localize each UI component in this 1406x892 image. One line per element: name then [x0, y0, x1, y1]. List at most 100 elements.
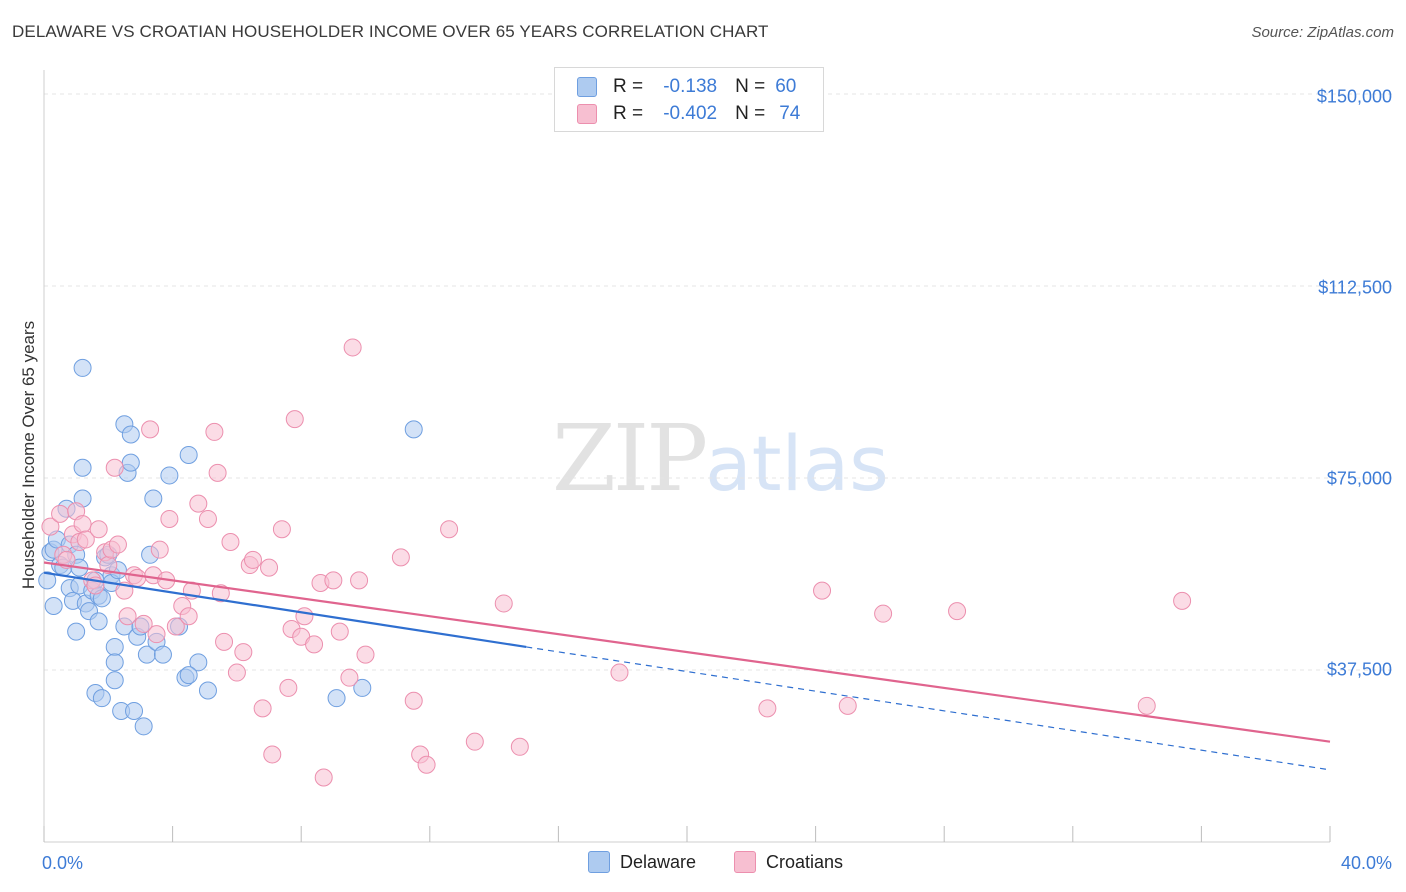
- watermark-atlas: atlas: [705, 419, 889, 508]
- croatians-point: [189, 494, 208, 513]
- croatians-point: [205, 422, 224, 441]
- croatians-point: [295, 607, 314, 626]
- croatians-point: [324, 571, 343, 590]
- croatians-legend-label: Croatians: [766, 851, 844, 872]
- croatians-point: [215, 632, 234, 651]
- croatians-point: [391, 548, 410, 567]
- delaware-n-value: 60: [775, 76, 797, 97]
- bottom-legend-delaware[interactable]: Delaware: [588, 851, 696, 873]
- x-tick-label-max: 40.0%: [1340, 853, 1392, 873]
- y-tick-label-75000: $75,000: [1326, 468, 1392, 489]
- croatians-point: [838, 696, 857, 715]
- croatians-point: [108, 535, 127, 554]
- croatians-point: [198, 509, 217, 528]
- delaware-point: [105, 671, 124, 690]
- croatians-n-value: 74: [779, 103, 801, 124]
- croatians-point: [350, 571, 369, 590]
- croatians-point: [253, 699, 272, 718]
- croatians-swatch: [577, 104, 597, 124]
- delaware-r-label: R =: [613, 76, 644, 97]
- delaware-point: [179, 666, 198, 685]
- delaware-point: [105, 637, 124, 656]
- legend-row-delaware: R = -0.138 N = 60: [577, 74, 796, 100]
- legend-row-croatians: R = -0.402 N = 74: [577, 101, 800, 127]
- delaware-point: [189, 653, 208, 672]
- delaware-point: [105, 653, 124, 672]
- croatians-point: [211, 584, 230, 603]
- croatians-legend-swatch: [734, 851, 756, 873]
- delaware-point: [121, 453, 140, 472]
- croatians-point: [404, 691, 423, 710]
- chart-title: DELAWARE VS CROATIAN HOUSEHOLDER INCOME …: [12, 22, 769, 41]
- croatians-point: [314, 768, 333, 787]
- delaware-point: [144, 489, 163, 508]
- x-tick-label-min: 0.0%: [42, 853, 84, 873]
- croatians-point: [208, 463, 227, 482]
- croatians-n-label: N =: [735, 103, 766, 124]
- y-axis-label: Householder Income Over 65 years: [19, 320, 38, 590]
- delaware-swatch: [577, 77, 597, 97]
- croatians-point: [417, 755, 436, 774]
- delaware-r-value: -0.138: [663, 76, 718, 97]
- delaware-legend-label: Delaware: [620, 851, 697, 872]
- delaware-legend-swatch: [588, 851, 610, 873]
- delaware-point: [38, 571, 57, 590]
- croatians-point: [874, 604, 893, 623]
- croatians-point: [263, 745, 282, 764]
- croatians-point: [147, 625, 166, 644]
- croatians-point: [134, 614, 153, 633]
- croatians-point: [465, 732, 484, 751]
- croatians-point: [141, 420, 160, 439]
- croatians-point: [128, 568, 147, 587]
- croatians-point: [160, 509, 179, 528]
- croatians-point: [1173, 591, 1192, 610]
- delaware-point: [67, 622, 86, 641]
- croatians-point: [1137, 696, 1156, 715]
- croatians-point: [73, 515, 92, 534]
- croatians-point: [340, 668, 359, 687]
- delaware-point: [125, 701, 144, 720]
- croatians-point: [343, 338, 362, 357]
- delaware-point: [73, 358, 92, 377]
- croatians-point: [221, 533, 240, 551]
- delaware-trend-line: [43, 571, 527, 649]
- croatians-point: [227, 663, 246, 682]
- croatians-point: [813, 581, 832, 600]
- croatians-point: [76, 530, 95, 549]
- delaware-point: [327, 689, 346, 708]
- bottom-legend-croatians[interactable]: Croatians: [734, 851, 843, 873]
- source-label: Source: ZipAtlas.com: [1251, 24, 1394, 41]
- delaware-point: [89, 612, 108, 631]
- croatians-point: [41, 517, 60, 536]
- croatians-point: [118, 607, 137, 626]
- watermark: ZIPatlas: [552, 405, 889, 512]
- croatians-point: [51, 504, 70, 523]
- correlation-legend: R = -0.138 N = 60 R = -0.402 N = 74: [554, 67, 824, 132]
- croatians-point: [243, 550, 262, 569]
- croatians-point: [330, 622, 349, 641]
- croatians-point: [260, 558, 279, 577]
- delaware-point: [134, 717, 153, 736]
- croatians-point: [510, 737, 529, 756]
- delaware-point: [44, 597, 63, 615]
- delaware-point: [198, 681, 217, 700]
- croatians-point: [105, 458, 124, 477]
- croatians-r-value: -0.402: [663, 103, 718, 124]
- croatians-r-label: R =: [613, 103, 644, 124]
- delaware-point: [153, 645, 172, 664]
- croatians-point: [610, 663, 629, 682]
- y-tick-label-150000: $150,000: [1316, 86, 1392, 107]
- croatians-point: [150, 540, 169, 559]
- croatians-point: [166, 617, 185, 636]
- croatians-trend-line: [43, 561, 1331, 743]
- croatians-point: [285, 410, 304, 429]
- delaware-point: [353, 678, 372, 697]
- croatians-point: [356, 645, 375, 664]
- croatians-point: [758, 699, 777, 718]
- delaware-point: [73, 458, 92, 477]
- croatians-point: [440, 520, 459, 539]
- croatians-point: [234, 643, 253, 662]
- croatians-point: [494, 594, 513, 613]
- croatians-point: [272, 520, 291, 539]
